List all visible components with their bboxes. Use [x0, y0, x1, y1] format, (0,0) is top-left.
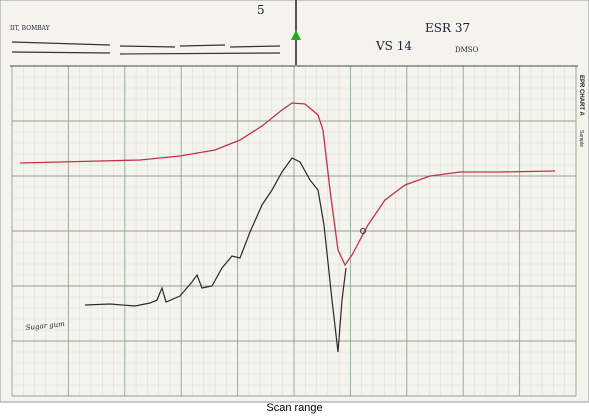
gain: 5 [257, 3, 265, 17]
header-marks [11, 41, 281, 55]
chart-label: EPR CHART A [578, 75, 584, 116]
solvent: DMSO [455, 46, 479, 54]
paper [0, 0, 589, 403]
center-arrow [291, 30, 301, 40]
run-id: ESR 37 [425, 21, 470, 35]
sweep: VS 14 [375, 39, 412, 53]
lab-name: IIT, BOMBAY [10, 25, 51, 32]
red-trace [19, 102, 556, 267]
trace-marker [360, 228, 366, 234]
black-trace [84, 157, 347, 353]
sample-label: Sample [578, 130, 584, 147]
caption: Scan range [266, 402, 322, 414]
grid [11, 65, 577, 397]
